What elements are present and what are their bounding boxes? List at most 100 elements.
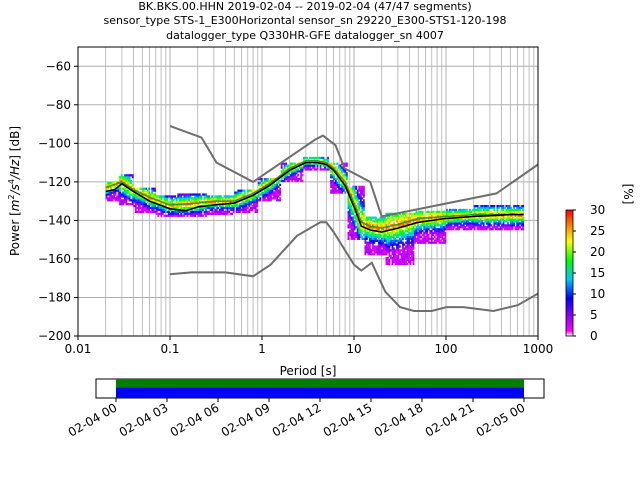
histogram-cell xyxy=(458,220,461,223)
histogram-cell xyxy=(313,156,316,160)
histogram-cell xyxy=(239,189,241,192)
histogram-cell xyxy=(479,210,482,213)
histogram-cell xyxy=(310,168,313,171)
histogram-cell xyxy=(347,237,350,240)
histogram-cell xyxy=(315,156,317,160)
histogram-cell xyxy=(424,212,427,215)
histogram-cell xyxy=(420,231,422,235)
histogram-cell xyxy=(218,197,221,200)
histogram-cell xyxy=(456,224,459,227)
histogram-cell xyxy=(377,235,380,239)
histogram-cell xyxy=(370,241,373,244)
histogram-cell xyxy=(397,216,400,219)
histogram-cell xyxy=(166,201,169,204)
histogram-cell xyxy=(500,210,503,213)
histogram-cell xyxy=(449,208,451,212)
histogram-cell xyxy=(188,199,190,202)
histogram-cell xyxy=(226,206,229,210)
histogram-cell xyxy=(344,178,347,181)
histogram-cell xyxy=(387,216,389,219)
histogram-cell xyxy=(231,212,234,215)
histogram-cell xyxy=(438,233,441,237)
histogram-cell xyxy=(152,204,155,208)
mean-psd-line xyxy=(105,161,524,233)
histogram-cell xyxy=(253,195,255,198)
histogram-cell xyxy=(260,178,263,181)
histogram-cell xyxy=(292,172,295,175)
histogram-cell xyxy=(520,220,523,223)
histogram-cell xyxy=(433,212,436,215)
histogram-cell xyxy=(403,216,406,219)
histogram-cell xyxy=(420,214,422,217)
histogram-cell xyxy=(243,199,246,202)
histogram-cell xyxy=(481,220,484,223)
plot-frame xyxy=(77,46,539,337)
histogram-cell xyxy=(504,226,506,229)
histogram-cell xyxy=(232,199,235,202)
histogram-cell xyxy=(365,251,368,254)
histogram-cell xyxy=(359,226,362,229)
histogram-cell xyxy=(355,187,358,190)
histogram-cell xyxy=(223,210,226,213)
histogram-cell xyxy=(361,212,364,215)
histogram-cell xyxy=(292,178,295,181)
histogram-cell xyxy=(131,195,134,198)
histogram-cell xyxy=(435,233,438,237)
histogram-cell xyxy=(387,241,389,244)
histogram-cell xyxy=(400,233,403,237)
histogram-cell xyxy=(409,237,412,240)
histogram-cell xyxy=(347,203,350,206)
histogram-cell xyxy=(432,214,435,217)
histogram-cell xyxy=(516,228,518,231)
histogram-cell xyxy=(142,199,145,202)
histogram-cell xyxy=(186,212,189,215)
histogram-cell xyxy=(373,224,376,227)
histogram-cell xyxy=(396,224,398,227)
histogram-cell xyxy=(152,187,155,190)
histogram-cell xyxy=(163,214,166,217)
histogram-cell xyxy=(484,218,487,221)
histogram-cell xyxy=(253,204,255,208)
histogram-cell xyxy=(511,224,514,227)
histogram-cell xyxy=(376,247,379,250)
histogram-cell xyxy=(511,228,514,231)
histogram-cell xyxy=(271,189,274,192)
histogram-cell xyxy=(183,193,186,196)
histogram-cell xyxy=(382,222,385,225)
histogram-cell xyxy=(396,230,398,233)
histogram-cell xyxy=(361,208,364,212)
histogram-cell xyxy=(108,197,111,200)
histogram-cell xyxy=(396,228,398,231)
histogram-cell xyxy=(316,156,319,160)
histogram-cell xyxy=(478,224,481,227)
histogram-cell xyxy=(473,218,476,221)
histogram-cell xyxy=(117,187,120,190)
histogram-cell xyxy=(394,233,397,237)
histogram-cell xyxy=(408,222,410,225)
histogram-cell xyxy=(333,174,336,177)
histogram-cell xyxy=(379,224,382,227)
histogram-cell xyxy=(385,253,388,256)
histogram-cell xyxy=(277,191,280,194)
histogram-cell xyxy=(491,226,494,229)
histogram-cell xyxy=(316,160,319,163)
histogram-cell xyxy=(517,216,520,219)
histogram-cell xyxy=(403,218,406,221)
histogram-cell xyxy=(455,228,458,231)
histogram-cell xyxy=(376,218,379,221)
histogram-cell xyxy=(385,243,388,246)
histogram-cell xyxy=(303,158,305,161)
histogram-cell xyxy=(355,235,358,239)
histogram-cell xyxy=(273,183,275,187)
histogram-cell xyxy=(436,233,439,237)
histogram-cell xyxy=(172,214,175,217)
histogram-cell xyxy=(313,164,316,167)
histogram-cell xyxy=(476,220,479,223)
histogram-cell xyxy=(423,226,426,229)
histogram-cell xyxy=(333,166,336,169)
histogram-cell xyxy=(490,204,493,208)
histogram-cell xyxy=(260,191,263,194)
histogram-cell xyxy=(417,226,419,229)
histogram-cell xyxy=(522,204,525,208)
histogram-cell xyxy=(507,216,509,219)
